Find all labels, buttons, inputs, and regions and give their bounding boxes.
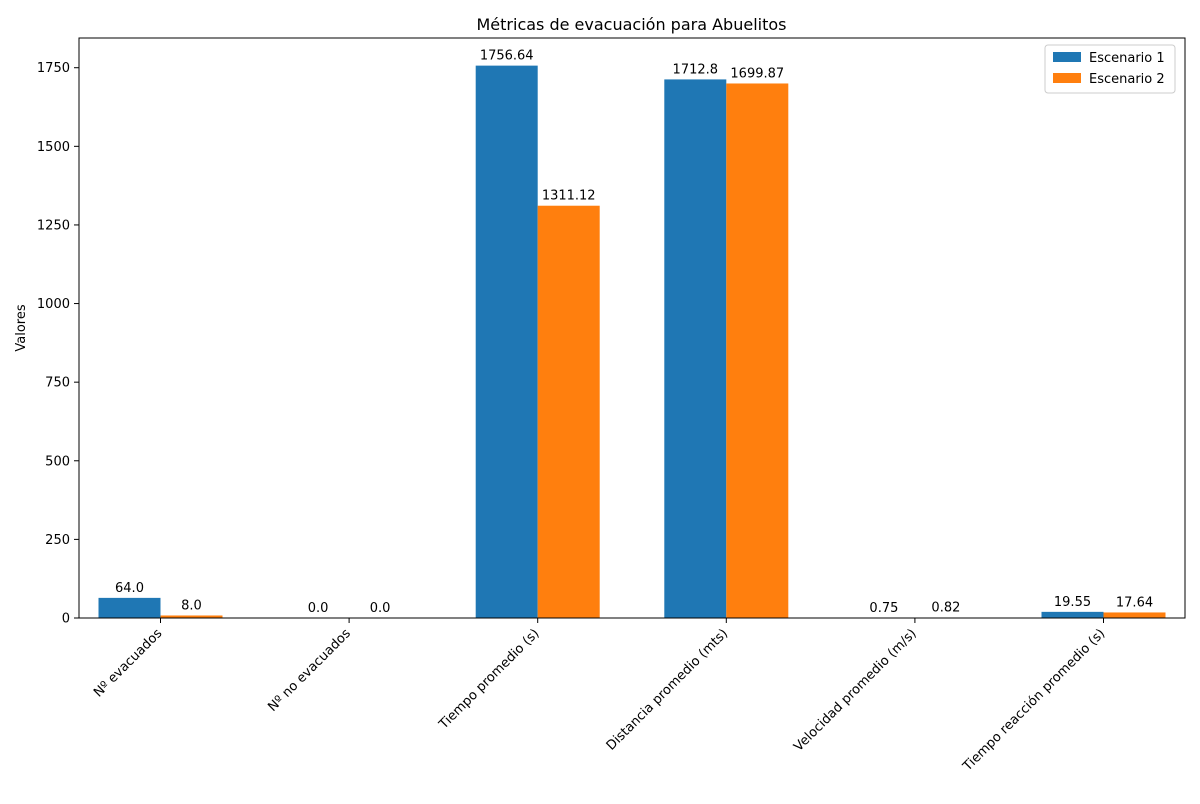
bar-value-label: 0.75 <box>869 601 898 616</box>
y-tick-label: 1500 <box>37 140 70 155</box>
bar-value-label: 1311.12 <box>542 189 596 204</box>
bar <box>538 206 600 618</box>
y-tick-label: 750 <box>45 376 70 391</box>
bar-value-label: 19.55 <box>1054 595 1091 610</box>
y-axis-label: Valores <box>14 304 29 351</box>
legend-swatch <box>1053 52 1081 62</box>
bar-value-label: 1699.87 <box>730 66 784 81</box>
y-tick-label: 1000 <box>37 297 70 312</box>
legend-entry: Escenario 1 <box>1089 51 1165 66</box>
series-1: 64.0 0.0 1756.64 1712.8 0.75 19.55 <box>99 49 1104 618</box>
x-tick-label: Distancia promedio (mts) <box>604 626 731 753</box>
bar <box>726 83 788 618</box>
bar <box>664 79 726 618</box>
bar-value-label: 0.0 <box>308 601 329 616</box>
legend-entry: Escenario 2 <box>1089 72 1165 87</box>
y-axis: 0 250 500 750 1000 1250 1500 1750 <box>37 61 79 626</box>
bar-value-label: 0.82 <box>931 601 960 616</box>
plot-frame <box>79 38 1185 618</box>
bar <box>1042 612 1104 618</box>
y-tick-label: 1750 <box>37 61 70 76</box>
bar <box>476 66 538 618</box>
plot-area: 64.0 0.0 1756.64 1712.8 0.75 19.55 8.0 0.0 1311.… <box>37 38 1185 775</box>
bar-value-label: 1756.64 <box>480 49 534 64</box>
x-tick-label: Tiempo reacción promedio (s) <box>960 626 1109 775</box>
x-tick-label: Nº evacuados <box>91 626 165 700</box>
y-tick-label: 500 <box>45 454 70 469</box>
x-axis: Nº evacuados Nº no evacuados Tiempo promed… <box>91 618 1108 775</box>
series-2: 8.0 0.0 1311.12 1699.87 0.82 17.64 <box>161 66 1166 618</box>
y-tick-label: 0 <box>62 612 70 627</box>
x-tick-label: Nº no evacuados <box>265 626 354 715</box>
bar-value-label: 64.0 <box>115 581 144 596</box>
bar <box>99 598 161 618</box>
bar-value-label: 0.0 <box>370 601 391 616</box>
x-tick-label: Tiempo promedio (s) <box>436 626 543 733</box>
legend-swatch <box>1053 73 1081 83</box>
legend: Escenario 1 Escenario 2 <box>1045 45 1175 93</box>
bar-value-label: 1712.8 <box>673 62 719 77</box>
y-tick-label: 250 <box>45 533 70 548</box>
y-tick-label: 1250 <box>37 218 70 233</box>
bar <box>1104 612 1166 618</box>
x-tick-label: Velocidad promedio (m/s) <box>791 626 919 754</box>
chart-title: Métricas de evacuación para Abuelitos <box>477 15 787 34</box>
bar-value-label: 8.0 <box>181 598 202 613</box>
bar-value-label: 17.64 <box>1116 595 1153 610</box>
